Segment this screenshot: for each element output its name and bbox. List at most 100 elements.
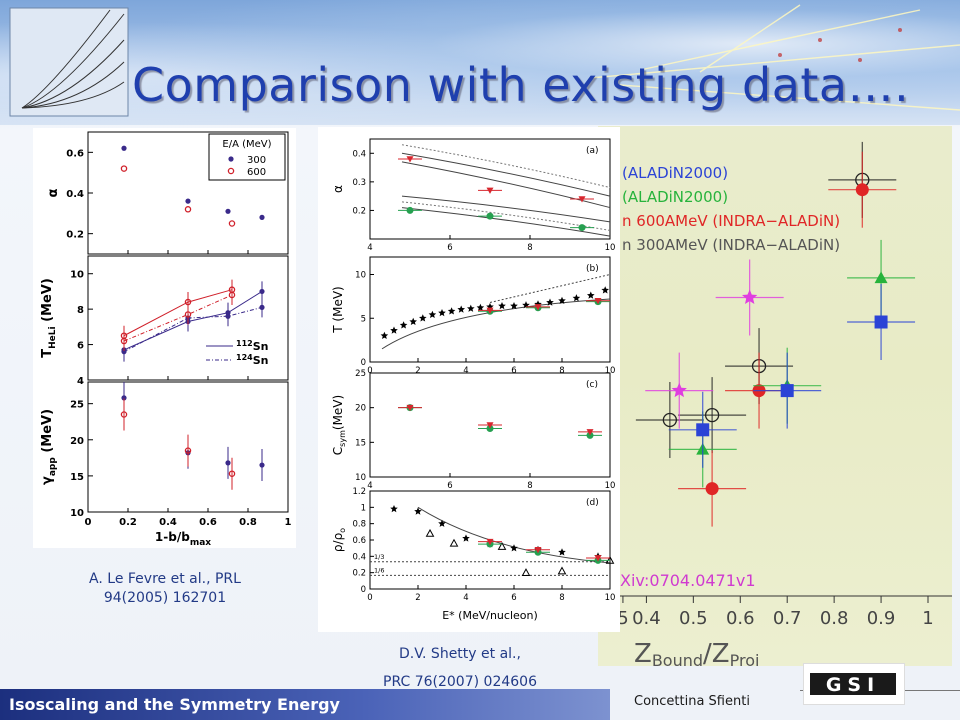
star-marker bbox=[438, 519, 446, 527]
open-triangle-marker bbox=[497, 542, 507, 550]
x-tick-label: 0.6 bbox=[199, 517, 217, 528]
star-marker bbox=[467, 304, 475, 312]
triangle-down-marker bbox=[406, 156, 414, 163]
series-line bbox=[123, 289, 233, 337]
right-chart-legend: (ALADiN2000) (ALADiN2000) n 600AMeV (INDRA… bbox=[622, 164, 840, 254]
x-tick-label: 5 bbox=[617, 608, 628, 629]
filled-circle-marker bbox=[185, 198, 191, 204]
x-axis-label: E* (MeV/nucleon) bbox=[442, 609, 538, 622]
y-axis-label: THeLi (MeV) bbox=[40, 278, 58, 358]
open-circle-marker bbox=[662, 412, 678, 428]
star-marker bbox=[476, 303, 485, 311]
model-curve bbox=[401, 161, 611, 209]
x-tick-label: 0.9 bbox=[867, 608, 896, 629]
header-decoration bbox=[9, 4, 960, 117]
open-circle-marker bbox=[184, 311, 192, 318]
open-triangle-marker bbox=[557, 566, 567, 575]
star-marker bbox=[572, 294, 581, 302]
gsi-logo-text: GSI bbox=[826, 674, 880, 696]
y-tick-label: 0.2 bbox=[66, 230, 84, 241]
arxiv-annotation: Xiv:0704.0471v1 bbox=[620, 571, 756, 590]
y-tick-label: 0.6 bbox=[66, 148, 84, 159]
y-axis-label: α bbox=[331, 185, 345, 193]
y-tick-label: 1 bbox=[361, 503, 366, 513]
legend-label: (ALADiN2000) bbox=[622, 188, 728, 206]
author-name: Concettina Sfienti bbox=[634, 694, 750, 709]
open-circle-marker bbox=[120, 165, 128, 172]
y-axis-label: α bbox=[46, 188, 61, 197]
x-tick-label: 4 bbox=[367, 243, 372, 253]
star-marker bbox=[409, 317, 417, 325]
star-marker bbox=[546, 298, 554, 306]
y-tick-label: 8 bbox=[77, 305, 84, 316]
filled-circle-marker bbox=[259, 304, 265, 310]
middle-citation-line: D.V. Shetty et al., bbox=[399, 646, 521, 662]
x-tick-label: 4 bbox=[367, 481, 372, 491]
y-tick-label: 0.2 bbox=[352, 206, 366, 216]
legend-label: 112Sn bbox=[236, 339, 268, 353]
triangle-down-marker bbox=[486, 538, 494, 546]
y-tick-label: 0.3 bbox=[352, 178, 366, 188]
y-tick-label: 0.4 bbox=[66, 189, 84, 200]
square-marker bbox=[780, 384, 794, 398]
model-curve bbox=[417, 506, 611, 564]
reference-label: 1/3 bbox=[374, 553, 384, 561]
y-tick-label: 0.4 bbox=[352, 552, 366, 562]
triangle-down-marker bbox=[486, 422, 494, 429]
star-marker bbox=[510, 302, 518, 310]
triangle-down-marker bbox=[594, 297, 602, 305]
x-tick-label: 0 bbox=[367, 593, 372, 603]
square-marker bbox=[696, 423, 710, 437]
subplot-tag: (b) bbox=[586, 264, 599, 274]
filled-circle-marker bbox=[225, 313, 231, 319]
star-marker bbox=[399, 321, 408, 329]
filled-circle-marker bbox=[259, 214, 265, 220]
star-marker bbox=[390, 326, 398, 334]
y-tick-label: 10 bbox=[355, 271, 366, 281]
triangle-down-marker bbox=[486, 307, 494, 314]
subplot-frame bbox=[87, 255, 289, 381]
header-banner: Comparison with existing data…. bbox=[0, 0, 960, 125]
reference-label: 1/6 bbox=[374, 566, 384, 574]
left-citation-line: 94(2005) 162701 bbox=[103, 590, 227, 606]
model-curve bbox=[401, 144, 611, 189]
open-triangle-marker bbox=[449, 538, 459, 547]
y-tick-label: 10 bbox=[355, 473, 366, 483]
legend-title: E/A (MeV) bbox=[222, 139, 271, 150]
legend-label: 300 bbox=[247, 155, 266, 166]
x-tick-label: 8 bbox=[527, 243, 532, 253]
model-curve bbox=[401, 201, 611, 231]
x-tick-label: 6 bbox=[447, 243, 452, 253]
x-tick-label: 8 bbox=[559, 366, 564, 376]
star-marker bbox=[510, 544, 518, 552]
filled-circle-marker bbox=[705, 482, 719, 496]
open-circle-marker bbox=[228, 220, 236, 227]
subplot-frame bbox=[369, 256, 611, 363]
star-marker bbox=[601, 286, 609, 294]
subplot-frame bbox=[87, 381, 289, 513]
y-tick-label: 10 bbox=[70, 270, 84, 281]
y-axis-label: Csym(MeV) bbox=[331, 395, 347, 455]
filled-circle-marker bbox=[225, 208, 231, 214]
triangle-down-marker bbox=[594, 555, 602, 562]
y-tick-label: 0.4 bbox=[352, 149, 366, 159]
star-marker bbox=[447, 307, 456, 315]
star-marker bbox=[742, 289, 758, 304]
legend-label: 600 bbox=[247, 167, 266, 178]
x-axis-label: 1-b/bmax bbox=[155, 530, 211, 548]
open-triangle-marker bbox=[521, 568, 531, 576]
y-tick-label: 25 bbox=[70, 400, 84, 411]
y-tick-label: 0.8 bbox=[352, 520, 366, 530]
star-marker bbox=[558, 548, 566, 556]
x-tick-label: 1 bbox=[285, 517, 292, 528]
x-tick-label: 10 bbox=[605, 593, 616, 603]
right-chart: (ALADiN2000) (ALADiN2000) n 600AMeV (INDRA… bbox=[598, 141, 952, 670]
open-circle-marker bbox=[228, 291, 236, 299]
star-marker bbox=[587, 291, 595, 299]
filled-circle-marker bbox=[225, 460, 231, 466]
triangle-down-marker bbox=[534, 547, 542, 554]
open-circle-marker bbox=[120, 411, 128, 418]
star-marker bbox=[428, 310, 437, 318]
x-tick-label: 2 bbox=[415, 593, 420, 603]
